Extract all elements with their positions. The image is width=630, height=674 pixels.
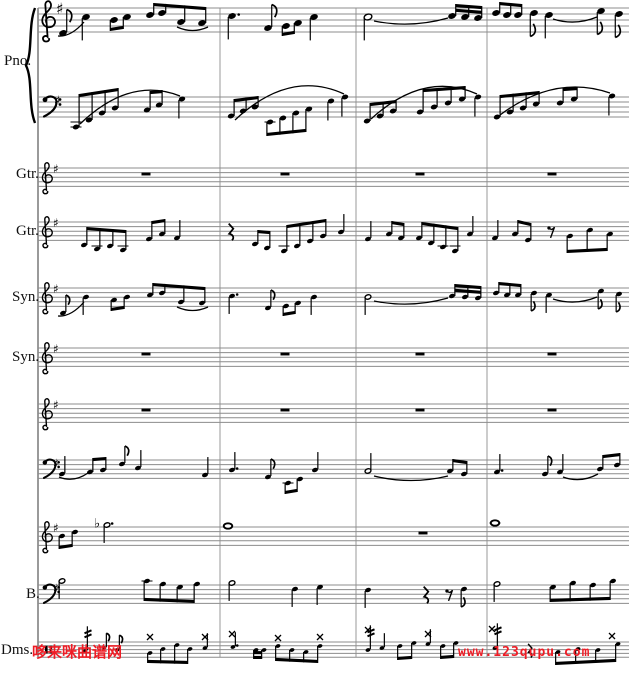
quarter-rest <box>422 586 430 604</box>
staff-1-bass: ♯ <box>38 85 629 136</box>
instrument-label: Dms. <box>1 642 33 658</box>
slur <box>176 26 209 32</box>
staff-5-treble: ♯ <box>38 342 629 375</box>
whole-rest <box>141 408 151 412</box>
watermark-left: 哆来咪曲谱网 <box>32 643 123 661</box>
slur <box>373 475 449 482</box>
instrument-label: Pno. <box>4 53 31 69</box>
quarter-rest <box>227 223 235 241</box>
slur <box>562 473 599 481</box>
percussion-clef-icon <box>45 645 53 654</box>
whole-rest <box>141 352 151 356</box>
whole-rest <box>141 172 151 176</box>
whole-rest <box>280 408 290 412</box>
key-signature-sharp: ♯ <box>54 94 60 109</box>
whole-rest <box>415 408 425 412</box>
bass-clef-icon <box>42 583 60 604</box>
key-signature-sharp: ♯ <box>53 162 59 176</box>
bass-clef-icon <box>42 458 60 479</box>
slur <box>79 89 181 125</box>
flat-accidental: ♭ <box>94 517 100 532</box>
slur <box>370 85 478 120</box>
piano-brace <box>24 7 37 124</box>
instrument-label: Gtr. <box>16 223 39 239</box>
eighth-rest <box>547 226 556 239</box>
treble-clef-icon <box>41 162 53 195</box>
treble-clef-icon <box>41 398 53 431</box>
key-signature-sharp: ♯ <box>56 0 64 18</box>
watermark-right: www.123qupu.com <box>458 645 591 660</box>
slur <box>234 85 345 121</box>
slur <box>176 306 209 312</box>
key-signature-sharp: ♯ <box>53 216 59 230</box>
key-signature-sharp: ♯ <box>53 282 59 296</box>
slur <box>552 296 598 303</box>
slur <box>57 21 85 37</box>
treble-clef-icon <box>41 282 53 315</box>
treble-clef-icon <box>41 521 53 554</box>
slur <box>373 297 449 305</box>
slur <box>552 16 598 23</box>
staff-8-treble: ♯ ♭ <box>38 517 629 554</box>
staff-6-treble: ♯ <box>38 398 629 431</box>
quarter-rest <box>527 643 533 659</box>
whole-rest <box>547 352 557 356</box>
instrument-label: Syn. <box>12 289 39 305</box>
staff-3-treble: ♯ <box>38 214 629 254</box>
slur <box>499 86 611 116</box>
treble-clef-icon <box>41 0 56 43</box>
slur <box>58 472 89 480</box>
staff-7-bass: ♯ <box>38 445 629 494</box>
treble-clef-icon <box>41 342 53 375</box>
slur <box>57 301 85 317</box>
instrument-label: B. <box>26 586 40 602</box>
key-signature-sharp: ♯ <box>53 342 59 356</box>
whole-rest <box>547 408 557 412</box>
staff-2-treble: ♯ <box>38 162 629 195</box>
whole-rest <box>280 172 290 176</box>
staff-4-treble: ♯ <box>38 282 629 317</box>
staff-9-bass: ♯ <box>38 578 629 608</box>
key-signature-sharp: ♯ <box>53 457 59 471</box>
whole-rest <box>415 172 425 176</box>
whole-rest <box>415 352 425 356</box>
instrument-label: Syn. <box>12 349 39 365</box>
staff-10-perc <box>38 623 629 665</box>
key-signature-sharp: ♯ <box>53 521 59 535</box>
eighth-rest <box>445 589 454 602</box>
key-signature-sharp: ♯ <box>53 582 59 596</box>
instrument-label: Gtr. <box>16 166 39 182</box>
treble-clef-icon <box>41 216 53 249</box>
key-signature-sharp: ♯ <box>53 398 59 412</box>
staff-0-treble: ♯ <box>38 0 629 43</box>
bass-clef-icon <box>42 95 62 118</box>
whole-rest <box>418 531 428 535</box>
whole-rest <box>280 352 290 356</box>
whole-rest <box>547 172 557 176</box>
barlines <box>219 8 488 658</box>
slur <box>373 17 449 25</box>
